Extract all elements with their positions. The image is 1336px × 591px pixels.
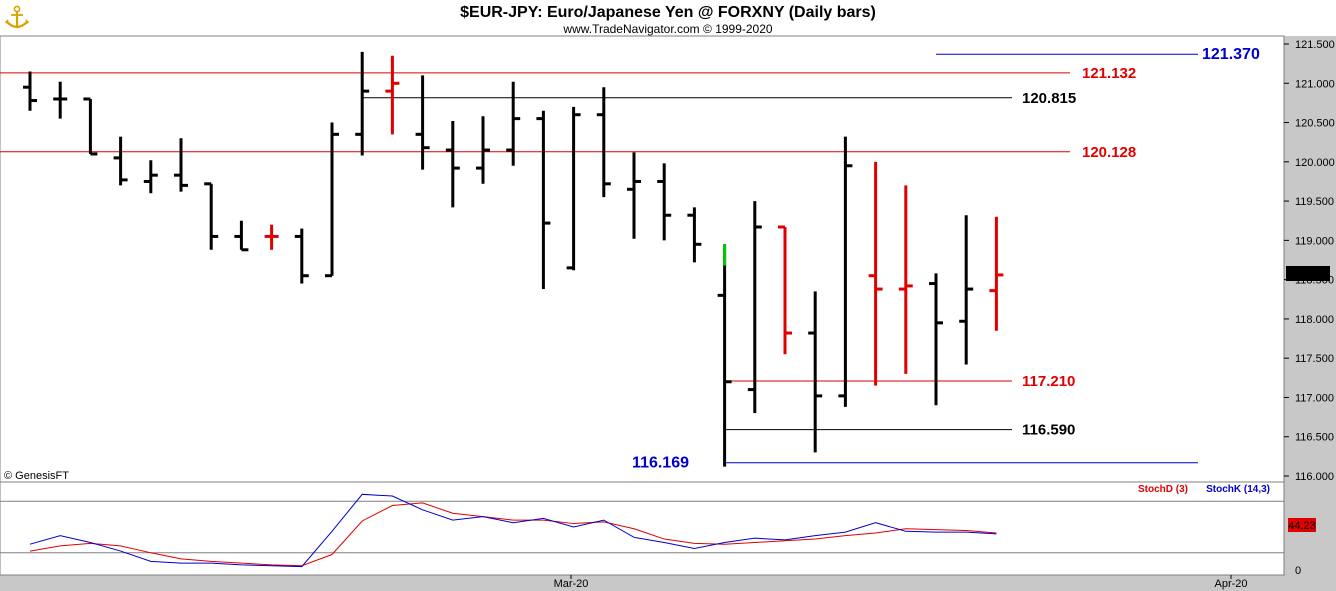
level-label: 116.169 bbox=[632, 455, 689, 472]
ohlc-bar bbox=[445, 120, 460, 208]
ohlc-bar bbox=[385, 55, 400, 135]
stoch-d-line bbox=[29, 502, 997, 567]
price-tick-label: 121.500 bbox=[1295, 39, 1335, 51]
ohlc-bar bbox=[476, 116, 490, 184]
price-tick-label: 120.500 bbox=[1295, 118, 1335, 130]
watermark: © GenesisFT bbox=[4, 470, 69, 482]
chart-title: $EUR-JPY: Euro/Japanese Yen @ FORXNY (Da… bbox=[460, 4, 876, 21]
price-axis bbox=[1284, 36, 1336, 591]
stoch-k-legend: StochK (14,3) bbox=[1206, 484, 1270, 495]
price-tick-label: 116.500 bbox=[1295, 432, 1334, 444]
level-label: 121.370 bbox=[1202, 46, 1260, 63]
price-tick-label: 116.000 bbox=[1295, 471, 1334, 483]
ohlc-bar bbox=[868, 161, 883, 386]
level-label: 117.210 bbox=[1022, 373, 1075, 390]
ohlc-bar bbox=[204, 182, 219, 250]
ohlc-bar bbox=[325, 122, 339, 278]
ohlc-bar bbox=[989, 216, 1004, 331]
stoch-d-legend: StochD (3) bbox=[1138, 484, 1188, 495]
ohlc-bar bbox=[355, 51, 370, 156]
ohlc-bar bbox=[657, 163, 672, 241]
ohlc-bar bbox=[747, 201, 762, 414]
level-lines: 121.370 121.132 120.815 120.128 117.210 116.5… bbox=[0, 46, 1260, 472]
ohlc-bar bbox=[566, 106, 581, 271]
price-tick-label: 120.000 bbox=[1295, 157, 1335, 169]
level-label: 116.590 bbox=[1022, 422, 1075, 439]
ohlc-bar bbox=[53, 81, 68, 119]
anchor-logo-icon bbox=[5, 5, 29, 29]
stoch-last-label: 44.23 bbox=[1288, 520, 1316, 532]
level-label: 120.815 bbox=[1022, 90, 1076, 107]
last-price-badge bbox=[1286, 266, 1330, 281]
stoch-k-line bbox=[29, 493, 997, 568]
chart-subtitle: www.TradeNavigator.com © 1999-2020 bbox=[562, 22, 772, 36]
ohlc-bar bbox=[778, 225, 792, 355]
ohlc-bar bbox=[143, 160, 158, 194]
price-tick-label: 117.000 bbox=[1295, 392, 1334, 404]
ohlc-bar bbox=[83, 97, 98, 156]
ohlc-bar bbox=[898, 185, 913, 374]
stoch-tick-label: 0 bbox=[1295, 565, 1301, 577]
ohlc-bar bbox=[415, 75, 430, 170]
ohlc-bar bbox=[808, 291, 823, 453]
ohlc-bar bbox=[506, 81, 521, 166]
ohlc-bar bbox=[687, 207, 702, 263]
price-tick-label: 121.000 bbox=[1295, 78, 1335, 90]
ohlc-bar bbox=[536, 110, 551, 290]
ohlc-bar bbox=[294, 228, 309, 284]
last-price-label: 118.562 bbox=[1289, 268, 1328, 280]
price-tick-label: 118.000 bbox=[1295, 314, 1334, 326]
ohlc-bar bbox=[23, 71, 37, 111]
date-tick-label: Apr-20 bbox=[1214, 578, 1247, 590]
ohlc-bar bbox=[929, 273, 943, 406]
ohlc-bar bbox=[717, 244, 732, 467]
price-panel bbox=[0, 35, 1285, 483]
ohlc-bar bbox=[959, 215, 974, 365]
level-label: 121.132 bbox=[1082, 65, 1136, 82]
level-label: 120.128 bbox=[1082, 144, 1136, 161]
stoch-last-badge bbox=[1288, 518, 1316, 532]
price-tick-label: 119.500 bbox=[1295, 196, 1334, 208]
ohlc-bar bbox=[838, 136, 853, 407]
ohlc-bar bbox=[113, 136, 128, 186]
price-bars bbox=[23, 51, 1004, 467]
stochastic-panel bbox=[0, 481, 1285, 576]
stochastic-lines: 500 bbox=[0, 493, 1307, 577]
price-tick-label: 117.500 bbox=[1295, 353, 1334, 365]
ohlc-bar bbox=[627, 152, 641, 239]
ohlc-bar bbox=[264, 224, 279, 250]
ohlc-bar bbox=[234, 220, 249, 252]
date-axis-ticks: Mar-20 Apr-20 bbox=[554, 575, 1248, 590]
ohlc-bar bbox=[596, 87, 611, 198]
price-tick-label: 119.000 bbox=[1295, 235, 1334, 247]
ohlc-bar bbox=[174, 138, 188, 192]
date-tick-label: Mar-20 bbox=[554, 578, 589, 590]
date-axis bbox=[0, 575, 1336, 591]
